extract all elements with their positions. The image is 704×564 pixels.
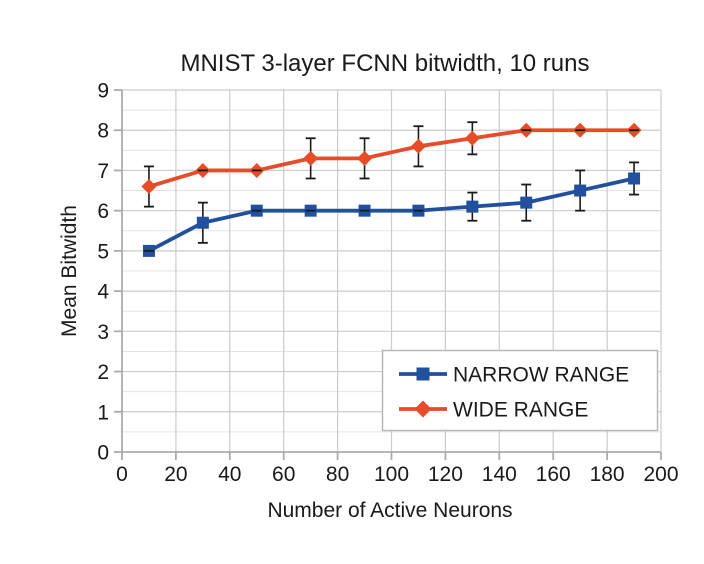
legend-label-wide-range: WIDE RANGE [453,399,588,422]
y-axis-label: Mean Bitwidth [58,205,81,337]
data-point-wide-range [410,138,426,154]
legend-label-narrow-range: NARROW RANGE [453,364,629,387]
x-tick-label: 0 [116,463,128,486]
legend-diamond-marker-icon [414,400,432,418]
y-tick-label: 0 [97,442,109,465]
y-tick-label: 3 [97,321,109,344]
legend: NARROW RANGE WIDE RANGE [381,349,659,432]
series-line-narrow-range [148,176,635,253]
data-point-narrow-range [466,200,479,213]
data-layer [141,121,642,257]
data-point-wide-range [357,150,373,166]
y-tick-label: 7 [97,160,109,183]
x-tick-label: 100 [374,463,409,486]
x-tick-label: 160 [536,463,571,486]
axis-layer: 0 1 2 3 4 5 6 7 8 9 0 20 40 60 80 100 120 140 160 180 200 [97,80,678,487]
legend-box [381,349,659,432]
y-tick-label: 1 [97,401,109,424]
data-point-wide-range [303,150,319,166]
y-tick-label: 4 [97,281,109,304]
data-point-narrow-range [574,184,587,197]
x-axis-label: Number of Active Neurons [267,499,512,522]
y-tick-label: 5 [97,240,109,263]
data-point-narrow-range [520,196,533,209]
x-tick-label: 180 [590,463,625,486]
data-point-wide-range [464,130,480,146]
y-tick-label: 9 [97,80,109,103]
x-tick-label: 200 [643,463,678,486]
x-tick-label: 120 [428,463,463,486]
x-tick-label: 80 [326,463,349,486]
y-tick-label: 2 [97,361,109,384]
legend-square-marker-icon [416,367,430,381]
data-point-narrow-range [628,172,641,185]
data-point-wide-range [141,179,157,195]
chart-title: MNIST 3-layer FCNN bitwidth, 10 runs [180,50,589,77]
y-tick-label: 8 [97,120,109,143]
y-tick-label: 6 [97,200,109,223]
x-tick-label: 140 [482,463,517,486]
x-tick-label: 60 [272,463,295,486]
series-line-wide-range [148,128,635,189]
data-point-narrow-range [196,216,209,229]
x-tick-label: 20 [164,463,187,486]
x-tick-label: 40 [218,463,241,486]
